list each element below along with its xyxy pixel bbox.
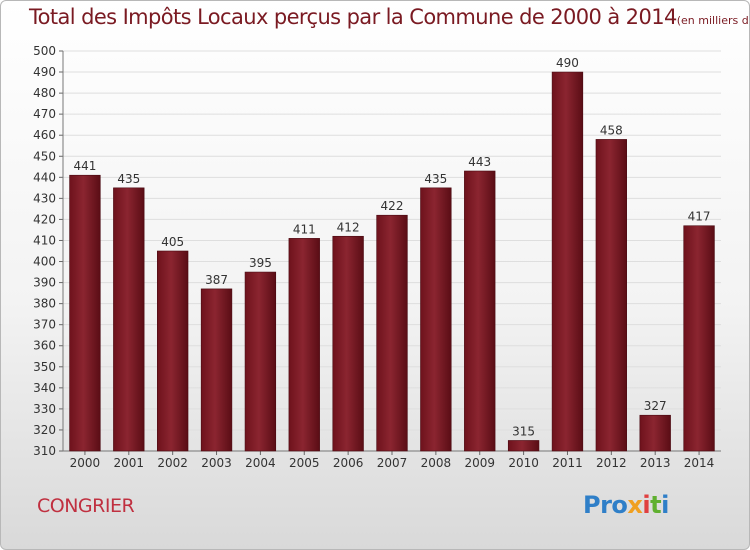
y-tick-label: 390 bbox=[33, 276, 56, 290]
y-tick-label: 440 bbox=[33, 170, 56, 184]
x-tick-label: 2009 bbox=[464, 456, 495, 470]
y-tick-label: 360 bbox=[33, 339, 56, 353]
x-tick-label: 2001 bbox=[114, 456, 145, 470]
y-tick-label: 480 bbox=[33, 86, 56, 100]
data-label: 405 bbox=[161, 235, 184, 249]
x-tick-label: 2007 bbox=[377, 456, 408, 470]
x-tick-label: 2002 bbox=[157, 456, 188, 470]
x-tick-label: 2014 bbox=[684, 456, 715, 470]
data-label: 327 bbox=[644, 399, 667, 413]
data-label: 458 bbox=[600, 123, 623, 137]
y-tick-label: 380 bbox=[33, 297, 56, 311]
y-tick-label: 490 bbox=[33, 65, 56, 79]
bar bbox=[113, 187, 145, 452]
x-tick-label: 2013 bbox=[640, 456, 671, 470]
data-label: 412 bbox=[337, 220, 360, 234]
data-label: 411 bbox=[293, 222, 316, 236]
y-tick-label: 350 bbox=[33, 360, 56, 374]
y-tick-label: 330 bbox=[33, 402, 56, 416]
bar bbox=[376, 214, 408, 452]
data-label: 395 bbox=[249, 256, 272, 270]
bar bbox=[288, 238, 320, 452]
x-tick-label: 2008 bbox=[421, 456, 452, 470]
x-tick-label: 2000 bbox=[70, 456, 101, 470]
y-tick-label: 420 bbox=[33, 212, 56, 226]
y-tick-label: 320 bbox=[33, 423, 56, 437]
commune-name: CONGRIER bbox=[37, 495, 135, 517]
y-tick-label: 310 bbox=[33, 444, 56, 458]
data-label: 387 bbox=[205, 273, 228, 287]
x-tick-label: 2004 bbox=[245, 456, 276, 470]
y-tick-label: 460 bbox=[33, 128, 56, 142]
x-tick-label: 2005 bbox=[289, 456, 320, 470]
data-label: 435 bbox=[117, 172, 140, 186]
x-tick-label: 2010 bbox=[508, 456, 539, 470]
bar bbox=[639, 414, 671, 452]
label-layer: 441 435 405 387 395 411 412 422 435 443 315 490 458 3… bbox=[73, 56, 710, 438]
bar bbox=[420, 187, 452, 452]
bar bbox=[69, 174, 101, 452]
logo-part-4: t bbox=[650, 491, 662, 519]
proxiti-logo[interactable]: Proxiti bbox=[583, 491, 669, 519]
logo-part-1: Pro bbox=[583, 491, 628, 519]
x-tick-label: 2006 bbox=[333, 456, 364, 470]
y-tick-label: 340 bbox=[33, 381, 56, 395]
bar bbox=[200, 288, 233, 452]
y-tick-label: 410 bbox=[33, 233, 56, 247]
y-tick-label: 500 bbox=[33, 44, 56, 58]
bar bbox=[507, 440, 540, 452]
data-label: 422 bbox=[381, 199, 404, 213]
data-label: 490 bbox=[556, 56, 579, 70]
chart-title: Total des Impôts Locaux perçus par la Co… bbox=[29, 5, 749, 29]
x-tick-label: 2003 bbox=[201, 456, 232, 470]
data-label: 435 bbox=[424, 172, 447, 186]
data-label: 441 bbox=[73, 159, 96, 173]
bar bbox=[157, 250, 189, 452]
axis-layer: 310 320 330 340 350 360 370 380 390 400 410 420 430 4… bbox=[33, 44, 721, 470]
chart-title-text: Total des Impôts Locaux perçus par la Co… bbox=[29, 5, 677, 29]
bar-layer bbox=[69, 71, 715, 452]
bar bbox=[332, 235, 364, 452]
bar bbox=[551, 71, 584, 452]
logo-part-3: i bbox=[642, 491, 651, 519]
data-label: 315 bbox=[512, 424, 535, 438]
bar bbox=[683, 225, 715, 452]
y-tick-label: 400 bbox=[33, 255, 56, 269]
y-tick-label: 430 bbox=[33, 191, 56, 205]
bar bbox=[595, 139, 627, 452]
data-label: 417 bbox=[688, 210, 711, 224]
logo-part-5: i bbox=[661, 491, 669, 519]
x-tick-label: 2011 bbox=[552, 456, 583, 470]
logo-part-2: x bbox=[627, 491, 643, 519]
chart-subtitle: (en milliers d'€) bbox=[676, 14, 749, 27]
y-tick-label: 370 bbox=[33, 318, 56, 332]
y-tick-label: 450 bbox=[33, 149, 56, 163]
bar bbox=[464, 170, 496, 452]
bar bbox=[244, 271, 277, 452]
y-tick-label: 470 bbox=[33, 107, 56, 121]
x-tick-label: 2012 bbox=[596, 456, 627, 470]
data-label: 443 bbox=[468, 155, 491, 169]
